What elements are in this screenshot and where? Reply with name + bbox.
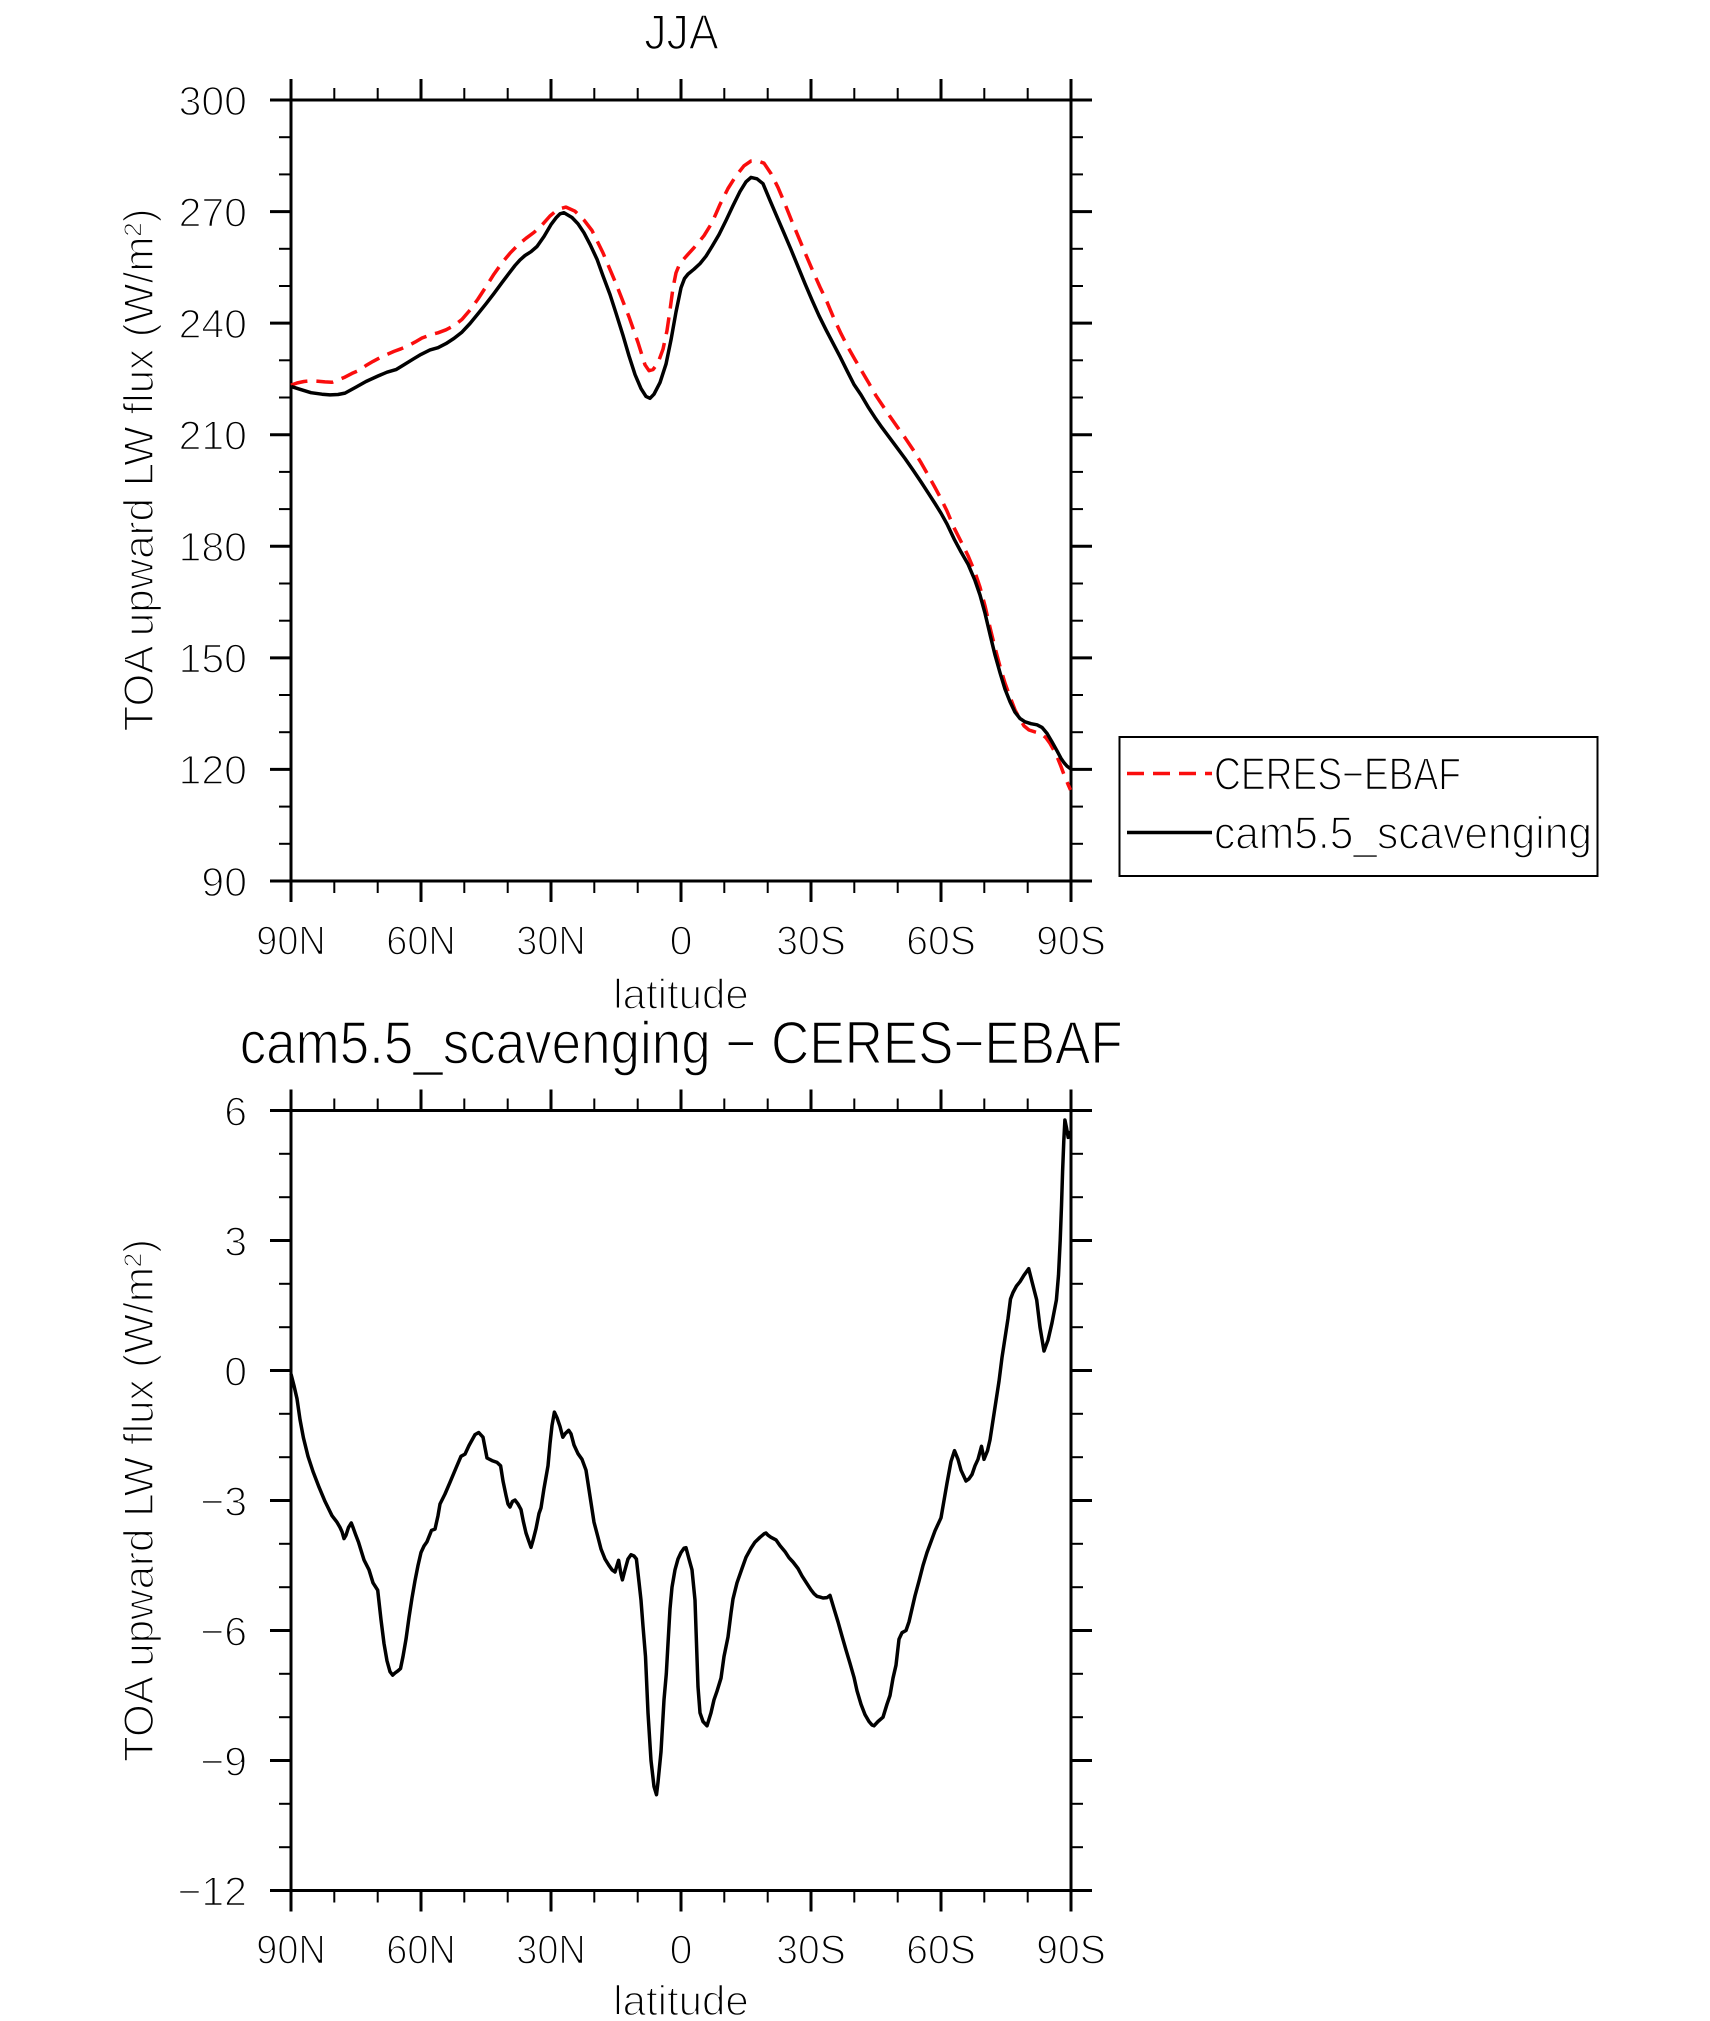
- svg-text:60S: 60S: [906, 1926, 976, 1972]
- svg-text:300: 300: [179, 78, 247, 124]
- svg-text:120: 120: [179, 747, 247, 793]
- svg-text:0: 0: [670, 918, 693, 964]
- svg-text:90S: 90S: [1036, 1926, 1106, 1972]
- svg-text:90: 90: [201, 859, 247, 905]
- svg-text:60N: 60N: [386, 918, 456, 964]
- svg-text:0: 0: [670, 1926, 693, 1972]
- svg-text:latitude: latitude: [613, 1977, 748, 2021]
- svg-text:cam5.5_scavenging: cam5.5_scavenging: [1214, 808, 1592, 859]
- svg-text:60S: 60S: [906, 918, 976, 964]
- svg-text:−12: −12: [177, 1868, 247, 1914]
- svg-text:3: 3: [224, 1218, 247, 1264]
- svg-text:210: 210: [179, 412, 247, 458]
- svg-text:6: 6: [224, 1088, 247, 1134]
- svg-text:180: 180: [179, 524, 247, 570]
- svg-text:TOA upward LW flux (W/m²): TOA upward LW flux (W/m²): [115, 209, 162, 732]
- svg-text:latitude: latitude: [613, 971, 748, 1018]
- svg-text:CERES−EBAF: CERES−EBAF: [1214, 749, 1461, 800]
- svg-text:30N: 30N: [516, 1926, 586, 1972]
- svg-text:cam5.5_scavenging − CERES−EBAF: cam5.5_scavenging − CERES−EBAF: [240, 1009, 1123, 1076]
- svg-text:240: 240: [179, 301, 247, 347]
- svg-text:90N: 90N: [256, 918, 326, 964]
- svg-text:150: 150: [179, 636, 247, 682]
- svg-text:60N: 60N: [386, 1926, 456, 1972]
- svg-text:−6: −6: [200, 1608, 247, 1654]
- svg-text:270: 270: [179, 189, 247, 235]
- svg-text:−3: −3: [200, 1478, 247, 1524]
- svg-text:90S: 90S: [1036, 918, 1106, 964]
- svg-text:−9: −9: [200, 1738, 247, 1784]
- svg-text:30N: 30N: [516, 918, 586, 964]
- svg-text:90N: 90N: [256, 1926, 326, 1972]
- svg-text:JJA: JJA: [644, 6, 719, 60]
- svg-text:TOA upward LW flux (W/m²): TOA upward LW flux (W/m²): [115, 1239, 162, 1762]
- svg-text:30S: 30S: [776, 918, 846, 964]
- svg-text:30S: 30S: [776, 1926, 846, 1972]
- svg-text:0: 0: [224, 1348, 247, 1394]
